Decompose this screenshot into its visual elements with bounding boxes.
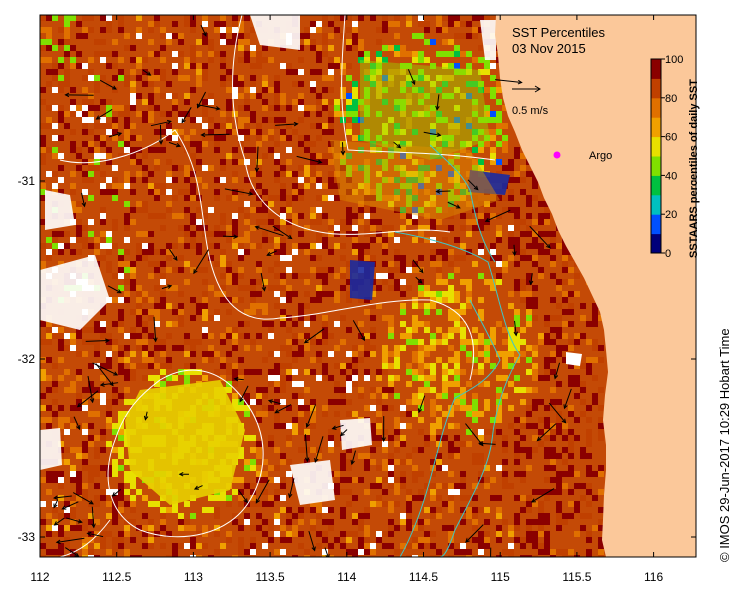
argo-float-marker xyxy=(554,152,561,159)
map-title: SST Percentiles xyxy=(512,25,605,40)
colorbar-segment xyxy=(651,175,661,195)
y-tick-label: -32 xyxy=(18,352,36,366)
x-tick-label: 115 xyxy=(491,570,510,584)
colorbar-label: SSTAARS percentiles of daily SST xyxy=(688,79,700,258)
colorbar-tick-label: 20 xyxy=(665,209,677,221)
plot-area xyxy=(40,15,696,568)
imos-credit: © IMOS 29-Jun-2017 10:29 Hobart Time xyxy=(717,328,732,562)
colorbar-tick-label: 100 xyxy=(665,54,683,66)
colorbar-segment xyxy=(651,98,661,118)
colorbar-segment xyxy=(651,234,661,254)
y-tick-label: -33 xyxy=(18,530,36,544)
colorbar-segment xyxy=(651,137,661,157)
x-tick-label: 112.5 xyxy=(102,570,131,584)
colorbar-segment xyxy=(651,59,661,79)
velocity-scale-label: 0.5 m/s xyxy=(512,105,549,117)
x-tick-label: 115.5 xyxy=(562,570,591,584)
map-date: 03 Nov 2015 xyxy=(512,41,586,56)
x-tick-label: 114 xyxy=(337,570,356,584)
colorbar-tick-label: 40 xyxy=(665,170,677,182)
argo-label: Argo xyxy=(589,150,612,162)
x-tick-label: 113 xyxy=(184,570,203,584)
colorbar-segment xyxy=(651,78,661,98)
island-patch xyxy=(566,352,582,366)
colorbar-tick-label: 60 xyxy=(665,132,677,144)
x-tick-label: 113.5 xyxy=(256,570,285,584)
colorbar-segment xyxy=(651,214,661,234)
x-tick-label: 114.5 xyxy=(409,570,438,584)
colorbar-segment xyxy=(651,195,661,215)
y-tick-label: -31 xyxy=(18,174,36,188)
colorbar-segment xyxy=(651,156,661,176)
x-tick-label: 116 xyxy=(644,570,663,584)
colorbar-tick-label: 80 xyxy=(665,93,677,105)
colorbar-tick-label: 0 xyxy=(665,248,671,260)
colorbar-segment xyxy=(651,117,661,137)
x-tick-label: 112 xyxy=(30,570,49,584)
colorbar xyxy=(651,59,661,254)
